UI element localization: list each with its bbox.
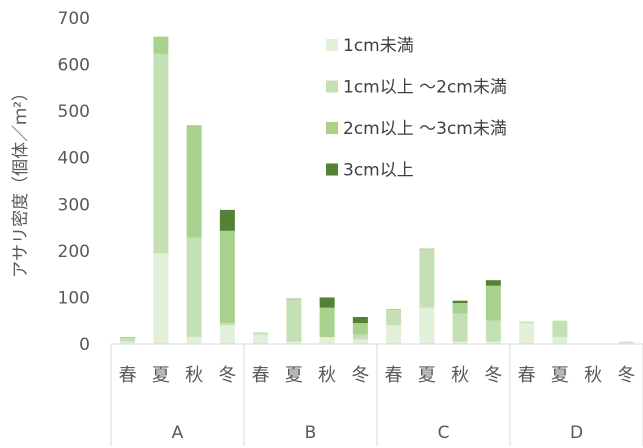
bar-segment (286, 341, 302, 344)
group-label: C (438, 423, 450, 443)
y-tick-label: 700 (58, 9, 90, 29)
bar-segment (485, 280, 501, 286)
bar-segment (452, 300, 468, 304)
y-axis-label: アサリ密度（個体／ｍ²） (11, 84, 31, 278)
bar-segment (419, 307, 435, 344)
bar-segment (153, 253, 169, 344)
y-tick-label: 400 (58, 149, 90, 169)
x-tick-label: 夏 (418, 365, 436, 386)
bar-segment (419, 248, 435, 250)
bar-segment (352, 339, 368, 344)
bar-segment (386, 309, 402, 311)
bar-segment (186, 237, 202, 338)
x-tick-label: 夏 (285, 365, 303, 386)
bar-segment (419, 249, 435, 308)
bar-segment (120, 341, 136, 344)
bars (120, 36, 634, 344)
bar-segment (618, 341, 634, 343)
group-label: A (172, 423, 184, 443)
bar-segment (153, 36, 169, 54)
y-tick-label: 600 (58, 56, 90, 76)
bar-segment (153, 53, 169, 254)
bar-segment (452, 313, 468, 342)
y-tick-label: 100 (58, 288, 90, 308)
x-axis-group-labels: A B C D (172, 423, 583, 443)
legend-swatch (326, 39, 338, 51)
group-label: B (305, 423, 317, 443)
bar-segment (485, 341, 501, 344)
bar-segment (286, 298, 302, 300)
y-tick-label: 200 (58, 242, 90, 262)
bar-segment (253, 332, 269, 335)
bar-segment (552, 337, 568, 344)
bar-segment (352, 316, 368, 324)
group-label: D (570, 423, 583, 443)
bar-segment (352, 323, 368, 335)
bar-segment (319, 337, 335, 344)
y-tick-label: 300 (58, 195, 90, 215)
bar-segment (485, 320, 501, 342)
bar-segment (120, 337, 136, 338)
x-tick-label: 春 (518, 365, 536, 386)
bar-segment (485, 285, 501, 321)
legend-swatch (326, 163, 338, 176)
bar-segment (386, 310, 402, 326)
x-tick-label: 春 (252, 365, 270, 386)
x-tick-label: 春 (119, 365, 137, 386)
legend-label: 1cm未満 (343, 36, 414, 56)
x-tick-label: 冬 (484, 365, 502, 386)
x-tick-label: 冬 (617, 365, 635, 386)
bar-segment (352, 334, 368, 340)
legend-label: 1cm以上 ～2cm未満 (343, 78, 507, 98)
x-tick-label: 夏 (152, 365, 170, 386)
bar-segment (618, 342, 634, 344)
bar-segment (452, 303, 468, 314)
bar-segment (219, 230, 235, 324)
bar-segment (319, 307, 335, 338)
bar-segment (386, 325, 402, 344)
x-tick-label: 春 (385, 365, 403, 386)
legend-label: 3cm以上 (343, 161, 414, 181)
bar-segment (219, 325, 235, 344)
x-axis (110, 343, 643, 446)
bar-segment (519, 323, 535, 344)
y-axis-ticks: 0 100 200 300 400 500 600 700 (58, 9, 90, 355)
x-tick-label: 秋 (318, 365, 336, 386)
x-tick-label: 夏 (551, 365, 569, 386)
x-tick-label: 秋 (584, 365, 602, 386)
bar-segment (452, 341, 468, 344)
bar-segment (186, 337, 202, 344)
y-tick-label: 0 (79, 335, 90, 355)
legend-swatch (326, 80, 338, 93)
legend-swatch (326, 122, 338, 134)
y-tick-label: 500 (58, 102, 90, 122)
legend: 1cm未満 1cm以上 ～2cm未満 2cm以上 ～3cm未満 3cm以上 (326, 36, 507, 181)
bar-segment (519, 321, 535, 324)
bar-segment (286, 299, 302, 342)
bar-segment (552, 320, 568, 338)
x-tick-label: 冬 (218, 365, 236, 386)
legend-label: 2cm以上 ～3cm未満 (343, 119, 507, 139)
bar-segment (219, 323, 235, 326)
x-axis-season-labels: 春夏秋冬春夏秋冬春夏秋冬春夏秋冬 (119, 365, 636, 386)
x-tick-label: 冬 (351, 365, 369, 386)
bar-segment (319, 297, 335, 308)
bar-segment (120, 337, 136, 342)
bar-segment (253, 334, 269, 344)
x-tick-label: 秋 (451, 365, 469, 386)
bar-segment (186, 125, 202, 238)
x-tick-label: 秋 (185, 365, 203, 386)
bar-segment (219, 209, 235, 231)
